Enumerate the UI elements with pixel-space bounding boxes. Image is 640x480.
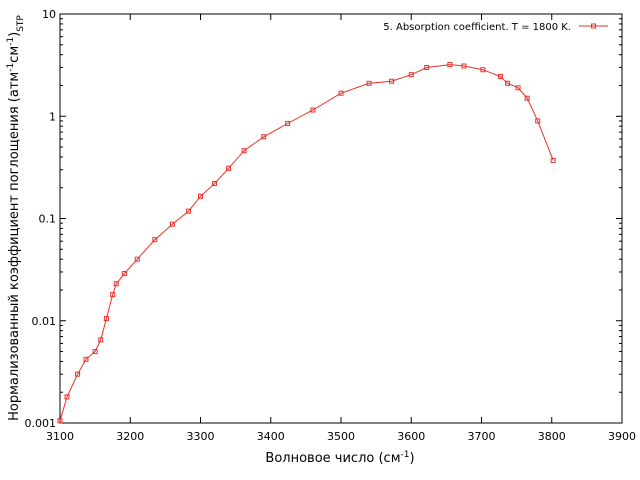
- data-point: [535, 118, 541, 124]
- data-point: [92, 349, 98, 355]
- data-point: [226, 165, 232, 171]
- data-point: [504, 80, 510, 86]
- data-point: [261, 134, 267, 140]
- x-tick-label: 3300: [187, 430, 215, 443]
- y-tick-label: 0.01: [32, 315, 57, 328]
- data-point: [113, 281, 119, 287]
- data-point: [169, 221, 175, 227]
- x-tick-label: 3500: [327, 430, 355, 443]
- data-point: [447, 62, 453, 68]
- data-point: [515, 85, 521, 91]
- data-point: [98, 337, 104, 343]
- x-tick-label: 3800: [538, 430, 566, 443]
- data-point: [310, 107, 316, 113]
- x-tick-label: 3200: [116, 430, 144, 443]
- series-line: [59, 64, 554, 421]
- data-point: [408, 72, 414, 78]
- x-tick-label: 3400: [257, 430, 285, 443]
- data-point: [524, 95, 530, 101]
- legend: 5. Absorption coefficient. T = 1800 K.: [383, 22, 608, 33]
- x-tick-label: 3700: [468, 430, 496, 443]
- y-axis: 0.001 0.01 0.1 1 10: [25, 8, 622, 430]
- data-point: [110, 292, 116, 298]
- data-point: [83, 356, 89, 362]
- y-tick-label: 0.1: [39, 213, 57, 226]
- data-point: [186, 208, 192, 214]
- data-point: [212, 180, 218, 186]
- x-tick-label: 3100: [46, 430, 74, 443]
- data-point: [480, 67, 486, 73]
- data-point: [285, 120, 291, 126]
- data-point: [338, 90, 344, 96]
- y-tick-label: 10: [42, 8, 56, 21]
- series-group: [57, 62, 556, 424]
- data-point: [75, 371, 81, 377]
- data-point: [389, 78, 395, 84]
- data-point: [57, 418, 63, 424]
- data-point: [122, 270, 128, 276]
- data-point: [241, 148, 247, 154]
- legend-marker: [591, 23, 596, 29]
- data-point: [366, 80, 372, 86]
- data-point: [198, 193, 203, 199]
- y-tick-label: 0.001: [25, 417, 57, 430]
- legend-label: 5. Absorption coefficient. T = 1800 K.: [383, 22, 571, 33]
- x-axis: 3100 3200 3300 3400 3500 3600 3700 3800 3900: [46, 14, 636, 443]
- data-point: [424, 64, 430, 70]
- data-point: [152, 237, 158, 243]
- data-point: [497, 73, 503, 79]
- y-tick-label: 1: [49, 110, 56, 123]
- plot-area: [59, 13, 623, 424]
- y-axis-title: Нормализованный коэффициент поглощения (…: [6, 15, 26, 421]
- x-tick-label: 3600: [397, 430, 425, 443]
- x-tick-label: 3900: [608, 430, 636, 443]
- data-point: [64, 394, 70, 400]
- x-axis-title: Волновое число (см-1): [265, 450, 414, 466]
- data-point: [550, 157, 556, 163]
- data-point: [461, 63, 467, 69]
- data-point: [134, 256, 140, 262]
- data-point: [103, 316, 109, 322]
